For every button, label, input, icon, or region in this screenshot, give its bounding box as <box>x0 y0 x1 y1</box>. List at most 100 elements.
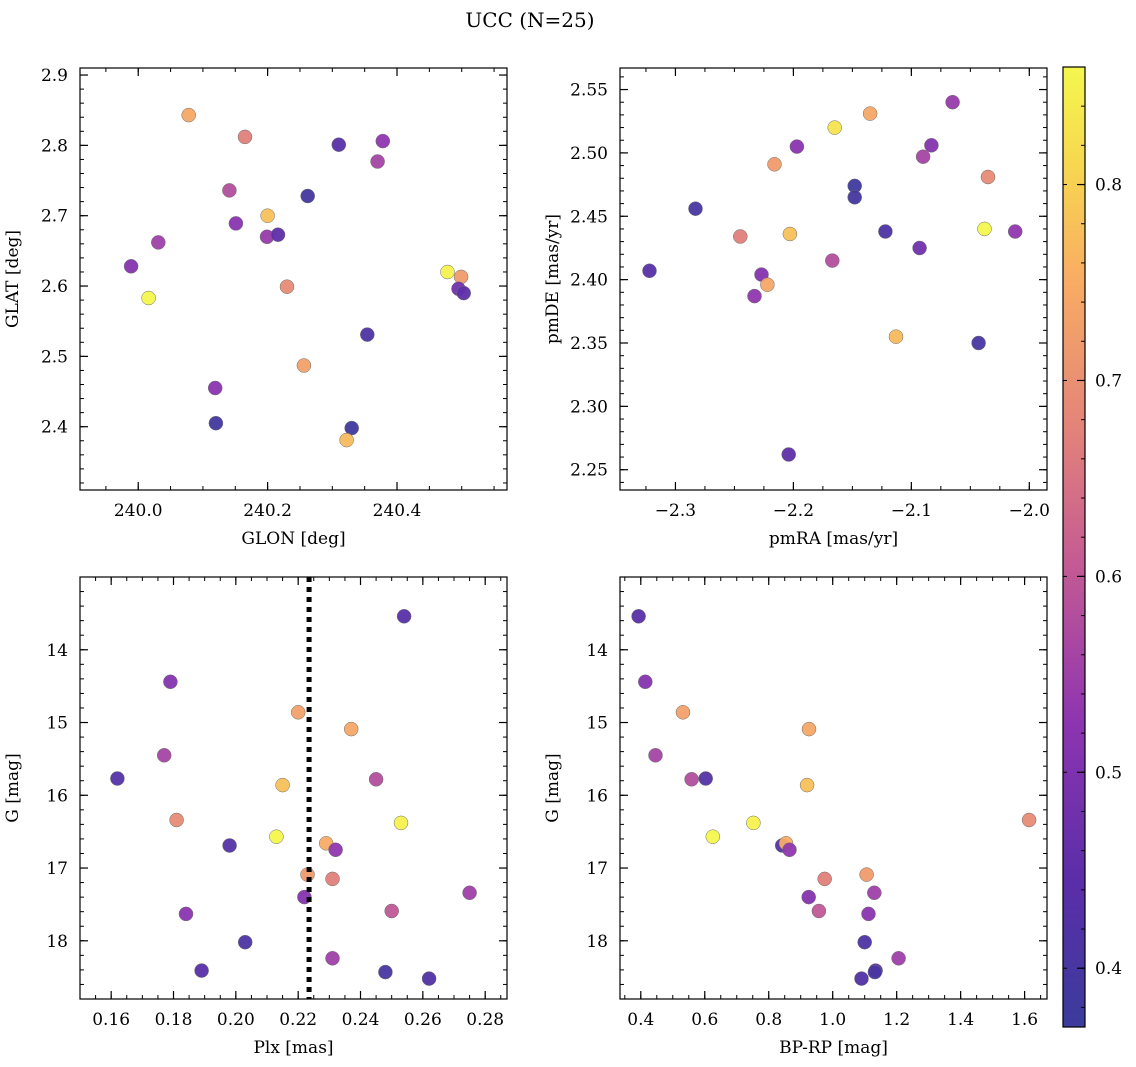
scatter-point <box>924 138 939 153</box>
scatter-point <box>888 329 904 344</box>
y-tick-label: 16 <box>586 786 608 806</box>
scatter-points <box>110 609 477 986</box>
ticks: 0.4 0.6 0.8 1.0 1.2 1.4 1.6 14 15 16 17 18 <box>586 576 1047 1030</box>
scatter-points <box>123 107 471 448</box>
scatter-point <box>156 748 172 763</box>
axes-frame <box>619 576 1048 1000</box>
scatter-point <box>1007 224 1023 239</box>
y-tick-label: 15 <box>586 714 608 734</box>
y-tick-label: 2.30 <box>570 397 608 417</box>
scatter-point <box>854 971 869 986</box>
scatter-point <box>110 771 125 786</box>
scatter-point <box>207 380 223 396</box>
scatter-point <box>801 889 816 905</box>
x-tick-label: 0.4 <box>627 1010 654 1030</box>
scatter-point <box>421 971 437 986</box>
x-tick-label: 0.18 <box>155 1010 193 1030</box>
scatter-point <box>733 229 748 244</box>
scatter-point <box>827 120 842 135</box>
colorbar-tick-label: 0.5 <box>1095 763 1122 783</box>
scatter-point <box>782 842 797 858</box>
scatter-point <box>688 201 703 216</box>
y-axis-label: G [mag] <box>543 753 563 822</box>
scatter-point <box>767 157 782 172</box>
scatter-point <box>237 129 253 145</box>
x-tick-label: 1.2 <box>883 1010 910 1030</box>
scatter-point <box>747 288 762 304</box>
y-tick-label: 17 <box>586 859 608 879</box>
scatter-point <box>684 772 699 787</box>
scatter-point <box>325 871 340 887</box>
scatter-point <box>328 842 343 858</box>
scatter-point <box>462 885 477 901</box>
x-tick-label: 0.16 <box>92 1010 130 1030</box>
scatter-point <box>1021 812 1037 828</box>
scatter-point <box>440 264 455 280</box>
scatter-point <box>269 829 284 844</box>
ticks: −2.3 −2.2 −2.1 −2.0 2.25 2.30 2.35 2.40 2.45 2.50… <box>570 68 1050 521</box>
scatter-point <box>782 226 798 242</box>
y-tick-label: 2.50 <box>570 144 608 164</box>
y-axis-label: G [mag] <box>3 753 23 822</box>
scatter-point <box>705 829 721 844</box>
scatter-point <box>181 107 196 123</box>
scatter-point <box>368 772 384 787</box>
y-tick-label: 2.4 <box>41 418 68 438</box>
x-tick-label: 0.28 <box>466 1010 504 1030</box>
y-tick-label: 2.25 <box>570 461 608 481</box>
scatter-point <box>270 227 286 242</box>
scatter-point <box>123 259 139 274</box>
x-tick-label: 240.0 <box>114 501 163 521</box>
scatter-point <box>945 94 960 110</box>
scatter-point <box>260 208 275 223</box>
axes-frame <box>79 67 508 491</box>
figure-title: UCC (N=25) <box>465 8 594 32</box>
scatter-point <box>857 934 872 950</box>
x-tick-label: 0.20 <box>217 1010 255 1030</box>
scatter-point <box>384 903 399 919</box>
scatter-point <box>222 838 237 853</box>
scatter-point <box>396 609 412 624</box>
scatter-point <box>867 885 882 901</box>
y-axis-label: pmDE [mas/yr] <box>543 214 563 344</box>
y-axis-label: GLAT [deg] <box>3 230 23 328</box>
scatter-point <box>222 183 237 198</box>
x-axis-label: pmRA [mas/yr] <box>769 529 898 549</box>
scatter-point <box>237 934 253 950</box>
x-axis-label: BP-RP [mag] <box>779 1038 888 1058</box>
scatter-point <box>912 240 927 256</box>
y-tick-label: 2.40 <box>570 271 608 291</box>
x-tick-label: −2.3 <box>655 501 696 521</box>
scatter-point <box>862 106 878 121</box>
ticks: 240.0 240.2 240.4 2.4 2.5 2.6 2.7 2.8 2.9 <box>41 66 507 521</box>
y-tick-label: 14 <box>46 641 68 661</box>
scatter-point <box>811 903 827 919</box>
scatter-point <box>642 263 657 279</box>
y-tick-label: 2.55 <box>570 81 608 101</box>
scatter-point <box>393 815 409 831</box>
y-tick-label: 17 <box>46 859 68 879</box>
scatter-point <box>169 812 184 828</box>
colorbar-tick-label: 0.6 <box>1095 567 1122 587</box>
x-tick-label: 0.8 <box>755 1010 782 1030</box>
scatter-point <box>279 279 295 294</box>
scatter-points <box>631 609 1037 986</box>
scatter-point <box>675 705 691 720</box>
x-tick-label: 240.2 <box>243 501 292 521</box>
y-tick-label: 2.5 <box>41 347 68 367</box>
x-tick-label: 1.0 <box>819 1010 846 1030</box>
scatter-points <box>642 94 1023 462</box>
y-tick-label: 2.9 <box>41 66 68 86</box>
panel-plx-g: 0.16 0.18 0.20 0.22 0.24 0.26 0.28 14 15 16 17 18 Pl… <box>3 576 508 1058</box>
y-tick-label: 18 <box>586 932 608 952</box>
x-tick-label: −2.0 <box>1009 501 1050 521</box>
scatter-point <box>360 327 375 342</box>
scatter-point <box>194 963 209 978</box>
scatter-point <box>698 771 713 786</box>
y-tick-label: 16 <box>46 786 68 806</box>
colorbar-tick-label: 0.4 <box>1095 959 1122 979</box>
x-tick-label: −2.2 <box>773 501 814 521</box>
axes-frame <box>619 67 1048 491</box>
x-axis-label: Plx [mas] <box>253 1038 333 1058</box>
